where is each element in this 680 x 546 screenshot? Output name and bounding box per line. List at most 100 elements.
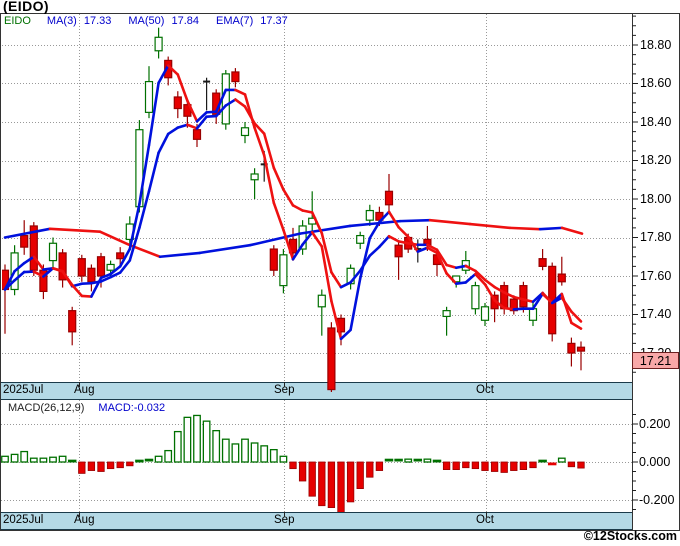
ma3-line xyxy=(493,299,506,310)
macd-bar-positive xyxy=(58,455,67,463)
candle-down xyxy=(432,254,442,266)
macd-bar-negative xyxy=(462,461,470,469)
ema7-value: 17.37 xyxy=(260,15,288,27)
macd-bar-negative xyxy=(106,461,115,470)
ema7-line xyxy=(426,243,439,252)
ema7-line xyxy=(550,296,564,305)
month-label: Oct xyxy=(476,384,494,396)
macd-bar-negative xyxy=(567,461,576,468)
ma3-line xyxy=(464,272,477,284)
ema7-line xyxy=(560,296,573,313)
price-tick-label: 17.60 xyxy=(640,268,672,283)
ma50-line xyxy=(428,218,472,226)
macd-dash xyxy=(394,458,403,462)
ma50-line xyxy=(398,218,432,223)
macd-dash xyxy=(67,459,77,463)
candle-down xyxy=(557,273,566,283)
macd-bar-negative xyxy=(452,461,460,470)
ma3-line xyxy=(32,255,45,271)
ma3-line xyxy=(531,292,544,311)
macd-bar-positive xyxy=(212,429,221,463)
macd-bar-negative xyxy=(500,461,508,473)
ma3-line xyxy=(90,276,103,298)
ma3-line xyxy=(368,220,381,240)
macd-legend: MACD(26,12,9) MACD:-0.032 xyxy=(8,402,165,414)
macd-bar-negative xyxy=(577,461,585,469)
ema7-line xyxy=(243,105,256,125)
candle-down xyxy=(96,256,106,277)
price-tick-label: 18.40 xyxy=(640,114,672,129)
ema7-line xyxy=(531,291,544,304)
ema7-line xyxy=(214,104,228,118)
candle-up xyxy=(144,80,154,113)
macd-bar-positive xyxy=(202,420,211,463)
candle-down xyxy=(173,96,182,110)
candle-up xyxy=(298,225,307,250)
month-label: Sep xyxy=(274,514,295,526)
candle-up xyxy=(221,73,230,125)
ema7-line xyxy=(176,123,189,129)
macd-bar-negative xyxy=(529,461,537,469)
page-title: (EIDO) xyxy=(3,0,49,14)
ema7-line xyxy=(310,211,324,235)
ma50-line xyxy=(248,232,302,247)
macd-bar-positive xyxy=(154,455,163,463)
ma50-line xyxy=(348,219,402,228)
site-credit-link[interactable]: ©12Stocks.com xyxy=(583,529,677,543)
candle-up xyxy=(528,308,538,321)
ema7-line xyxy=(320,231,333,274)
ema7-line xyxy=(483,278,496,289)
ma3-line xyxy=(128,202,141,251)
ma3-line xyxy=(560,292,573,325)
ma3-line xyxy=(502,306,516,311)
ma3-line xyxy=(80,294,93,298)
candle-up xyxy=(10,252,19,291)
month-label: Aug xyxy=(74,514,95,526)
ma3-line xyxy=(109,265,122,276)
macd-bar-negative xyxy=(510,461,518,471)
macd-tick-label: -0.200 xyxy=(639,492,675,507)
ma3-line xyxy=(301,231,314,246)
ma3-value: 17.33 xyxy=(83,15,112,27)
ema7-line xyxy=(195,115,208,130)
candle-down xyxy=(519,285,528,308)
ma50-line xyxy=(538,226,564,231)
ma50-line xyxy=(98,230,132,247)
candle-up xyxy=(317,294,326,308)
macd-bar-positive xyxy=(20,450,29,463)
candle-up xyxy=(356,234,365,244)
macd-bar-positive xyxy=(29,457,38,463)
macd-bar-positive xyxy=(269,448,278,463)
price-tick-label: 18.80 xyxy=(640,37,672,52)
ma3-line xyxy=(118,247,132,268)
macd-bar-positive xyxy=(10,453,19,463)
ma3-line xyxy=(310,231,324,248)
candle-up xyxy=(442,310,451,318)
candle-down xyxy=(567,342,576,354)
candle-up xyxy=(154,36,163,52)
ema7-line xyxy=(13,270,26,282)
candle-up xyxy=(48,242,58,262)
ema7-line xyxy=(368,245,381,257)
ema7-line xyxy=(118,259,132,274)
ema7-line xyxy=(330,270,343,289)
ema7-line xyxy=(61,269,74,288)
candle-down xyxy=(116,252,125,260)
candle-up xyxy=(125,223,134,241)
ma3-line xyxy=(138,143,151,206)
ema7-line xyxy=(502,291,516,299)
ma3-line xyxy=(253,126,266,157)
ema7-line xyxy=(32,270,45,278)
ma3-line xyxy=(454,281,468,286)
ma3-line xyxy=(70,283,84,298)
candle-down xyxy=(576,346,586,352)
ema7-line xyxy=(474,269,487,282)
macd-bar-positive xyxy=(260,445,269,463)
ema7-line xyxy=(435,248,448,267)
ma3-line xyxy=(426,246,439,255)
ma3-line xyxy=(397,225,410,239)
macd-bar-negative xyxy=(346,461,355,503)
ma3-label: MA(3) xyxy=(46,15,77,27)
ma3-line xyxy=(13,261,26,273)
